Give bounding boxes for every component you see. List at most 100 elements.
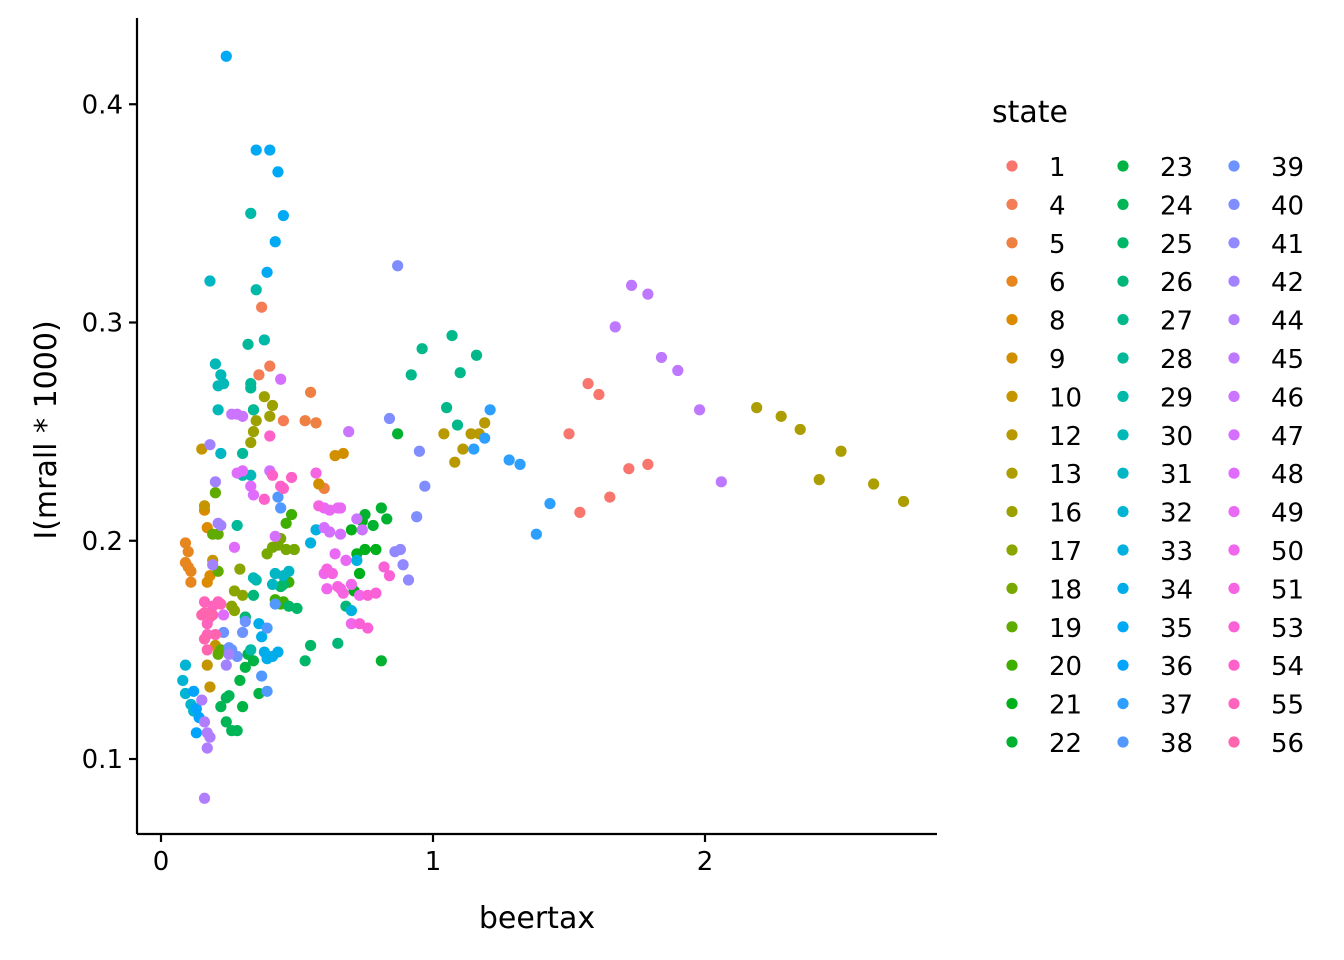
data-point-state-37	[479, 432, 491, 444]
x-tick-label: 2	[697, 847, 714, 877]
data-point-state-30	[247, 572, 260, 584]
legend-key-state-6	[1006, 275, 1018, 287]
data-point-state-5	[305, 386, 317, 398]
data-point-state-42	[223, 648, 235, 660]
data-point-state-27	[446, 329, 458, 342]
data-point-state-56	[198, 633, 211, 645]
data-point-state-54	[277, 482, 289, 494]
data-point-state-4	[277, 415, 289, 427]
legend-label-state-51: 51	[1271, 575, 1304, 605]
data-point-state-13	[868, 478, 880, 490]
data-point-state-37	[544, 498, 556, 510]
legend-label-state-22: 22	[1049, 729, 1082, 759]
legend: state 1456891012131617181920212223242526…	[992, 95, 1304, 759]
data-point-state-42	[209, 476, 221, 488]
data-point-state-54	[264, 430, 276, 442]
legend-key-state-50	[1228, 544, 1240, 556]
data-point-state-26	[332, 637, 344, 649]
data-point-state-16	[247, 426, 260, 438]
legend-label-state-39: 39	[1271, 153, 1304, 183]
legend-label-state-42: 42	[1271, 268, 1304, 298]
axes: 0 1 2 0.1 0.2 0.3 0.4	[82, 18, 937, 877]
data-point-state-38	[261, 622, 273, 634]
data-point-state-37	[503, 454, 515, 466]
data-point-state-27	[470, 349, 483, 361]
legend-key-state-30	[1117, 429, 1129, 441]
legend-label-state-54: 54	[1271, 652, 1304, 682]
data-point-state-10	[201, 659, 213, 671]
data-point-state-38	[261, 685, 273, 697]
data-point-state-38	[269, 598, 281, 610]
legend-label-state-33: 33	[1160, 537, 1193, 567]
data-point-state-12	[438, 428, 450, 440]
data-point-state-53	[362, 622, 374, 634]
data-point-state-6	[185, 565, 197, 577]
data-point-state-48	[245, 480, 257, 492]
data-point-state-13	[794, 423, 806, 436]
legend-label-state-38: 38	[1160, 729, 1193, 759]
data-point-state-24	[223, 690, 235, 702]
legend-label-state-23: 23	[1160, 153, 1193, 183]
data-point-state-40	[392, 260, 404, 272]
x-tick-label: 0	[153, 847, 170, 877]
data-point-state-40	[413, 445, 425, 457]
data-point-state-45	[655, 351, 668, 364]
data-point-state-6	[182, 546, 194, 558]
legend-key-state-5	[1006, 237, 1018, 249]
data-point-state-51	[337, 587, 349, 599]
legend-label-state-17: 17	[1049, 537, 1082, 567]
data-point-state-35	[261, 266, 273, 278]
data-point-state-27	[451, 419, 464, 431]
data-point-state-49	[329, 548, 341, 560]
legend-label-state-19: 19	[1049, 614, 1082, 644]
legend-label-state-31: 31	[1160, 460, 1193, 490]
data-point-state-1	[604, 491, 616, 503]
data-point-state-30	[209, 358, 221, 370]
legend-label-state-49: 49	[1271, 499, 1304, 529]
data-point-state-29	[245, 207, 257, 219]
legend-key-state-46	[1228, 390, 1240, 402]
data-point-state-31	[266, 578, 279, 591]
data-point-state-30	[217, 378, 230, 390]
data-point-state-31	[204, 275, 216, 287]
data-point-state-39	[237, 626, 249, 639]
data-point-state-18	[280, 543, 292, 556]
data-point-state-21	[345, 524, 357, 536]
data-point-state-36	[188, 685, 200, 697]
data-point-state-4	[253, 369, 265, 381]
legend-label-state-36: 36	[1160, 652, 1193, 682]
data-point-state-53	[383, 570, 396, 582]
data-point-state-56	[209, 628, 221, 641]
legend-key-state-24	[1117, 198, 1129, 210]
data-point-state-30	[212, 404, 224, 416]
legend-label-state-44: 44	[1271, 307, 1304, 337]
data-point-state-22	[375, 655, 387, 667]
legend-key-state-35	[1117, 621, 1129, 633]
legend-label-state-21: 21	[1049, 691, 1082, 721]
data-point-state-23	[237, 701, 249, 713]
data-point-state-22	[381, 513, 393, 525]
legend-label-state-45: 45	[1271, 345, 1304, 375]
data-point-state-1	[623, 463, 635, 475]
legend-label-state-47: 47	[1271, 422, 1304, 452]
data-point-state-5	[299, 415, 311, 427]
data-point-state-28	[245, 382, 257, 394]
data-point-state-46	[343, 426, 355, 438]
x-ticks: 0 1 2	[153, 834, 714, 877]
legend-key-state-4	[1006, 198, 1018, 210]
data-point-state-24	[231, 725, 243, 737]
legend-key-state-1	[1006, 160, 1018, 172]
data-point-state-35	[272, 166, 284, 178]
data-point-state-4	[256, 301, 268, 313]
data-point-state-33	[305, 537, 317, 549]
y-tick-label: 0.3	[82, 309, 123, 339]
data-point-state-27	[416, 343, 428, 355]
data-point-state-31	[215, 447, 227, 460]
data-point-state-35	[220, 50, 232, 62]
data-point-state-18	[288, 543, 300, 556]
data-point-state-54	[266, 469, 279, 481]
data-point-state-49	[340, 554, 352, 566]
data-point-state-40	[419, 480, 431, 492]
legend-label-state-55: 55	[1271, 691, 1304, 721]
data-point-state-23	[247, 655, 260, 667]
